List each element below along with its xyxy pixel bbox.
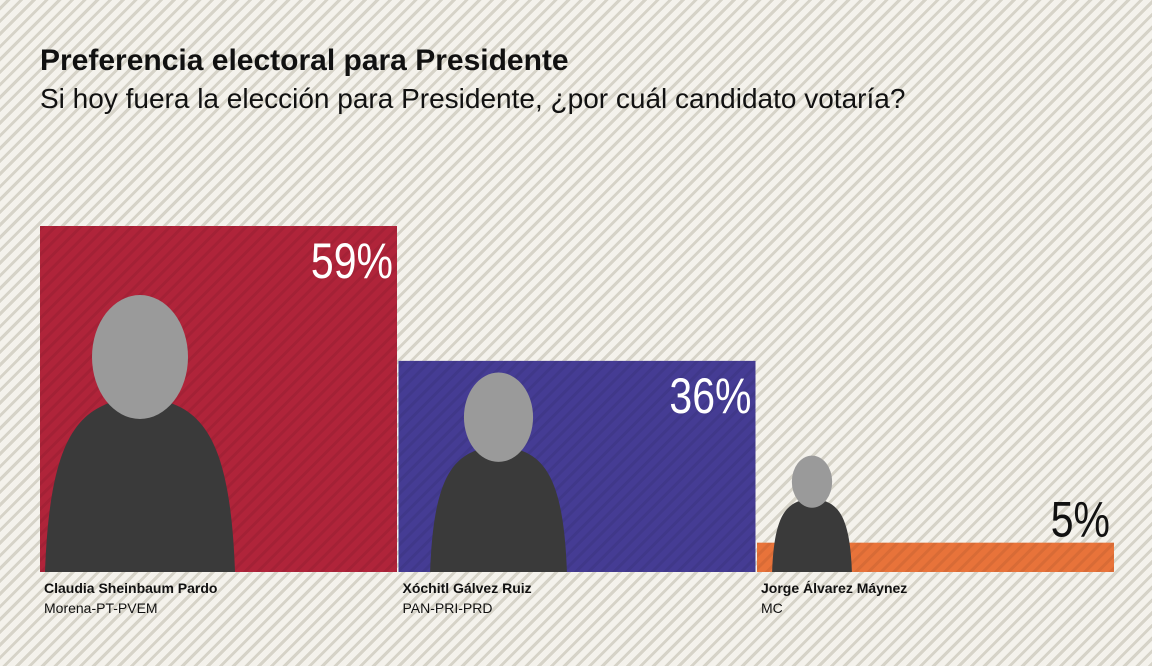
category-sublabel: Morena-PT-PVEM: [44, 600, 158, 616]
value-label: 36%: [669, 368, 751, 424]
chart-subtitle: Si hoy fuera la elección para Presidente…: [40, 83, 905, 114]
portrait-body: [772, 498, 852, 572]
portrait-head: [791, 455, 833, 508]
portrait-head: [463, 372, 534, 462]
category-sublabel: PAN-PRI-PRD: [403, 600, 493, 616]
chart-title: Preferencia electoral para Presidente: [40, 44, 569, 77]
category-label: Claudia Sheinbaum Pardo: [44, 580, 217, 596]
value-label: 5%: [1051, 492, 1110, 548]
category-label: Jorge Álvarez Máynez: [761, 580, 907, 596]
portrait: [430, 372, 567, 572]
portrait-head: [92, 295, 188, 419]
portrait: [45, 295, 235, 572]
category-sublabel: MC: [761, 600, 783, 616]
value-label: 59%: [311, 233, 393, 289]
portrait-body: [45, 397, 235, 572]
category-label: Xóchitl Gálvez Ruiz: [403, 580, 532, 596]
portrait: [772, 455, 852, 572]
portrait-body: [430, 446, 567, 572]
